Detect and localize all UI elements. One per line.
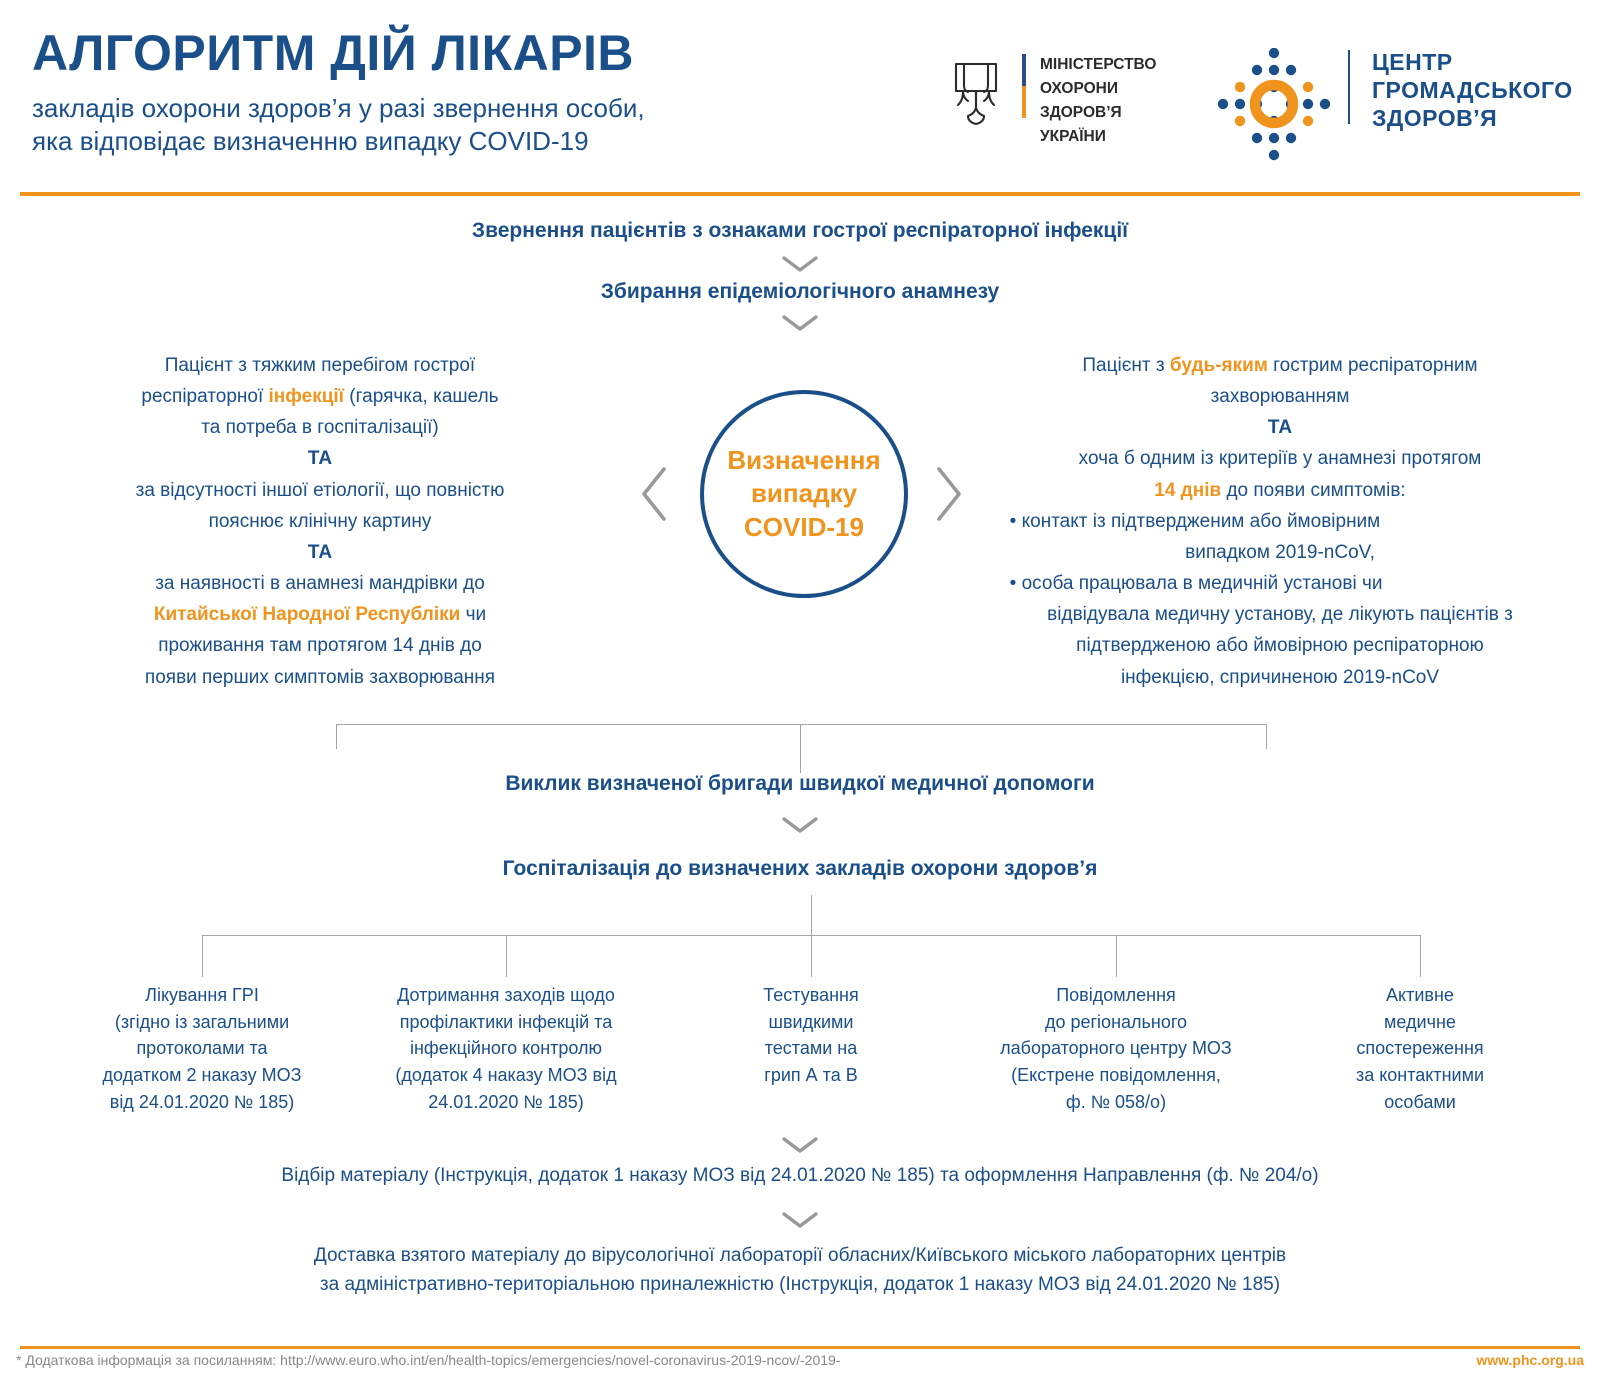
svg-text:МІНІСТЕРСТВО: МІНІСТЕРСТВО (1040, 56, 1156, 73)
svg-text:ОХОРОНИ: ОХОРОНИ (1040, 80, 1118, 97)
svg-text:УКРАЇНИ: УКРАЇНИ (1040, 128, 1106, 145)
svg-text:ЗДОРОВ’Я: ЗДОРОВ’Я (1040, 104, 1122, 121)
